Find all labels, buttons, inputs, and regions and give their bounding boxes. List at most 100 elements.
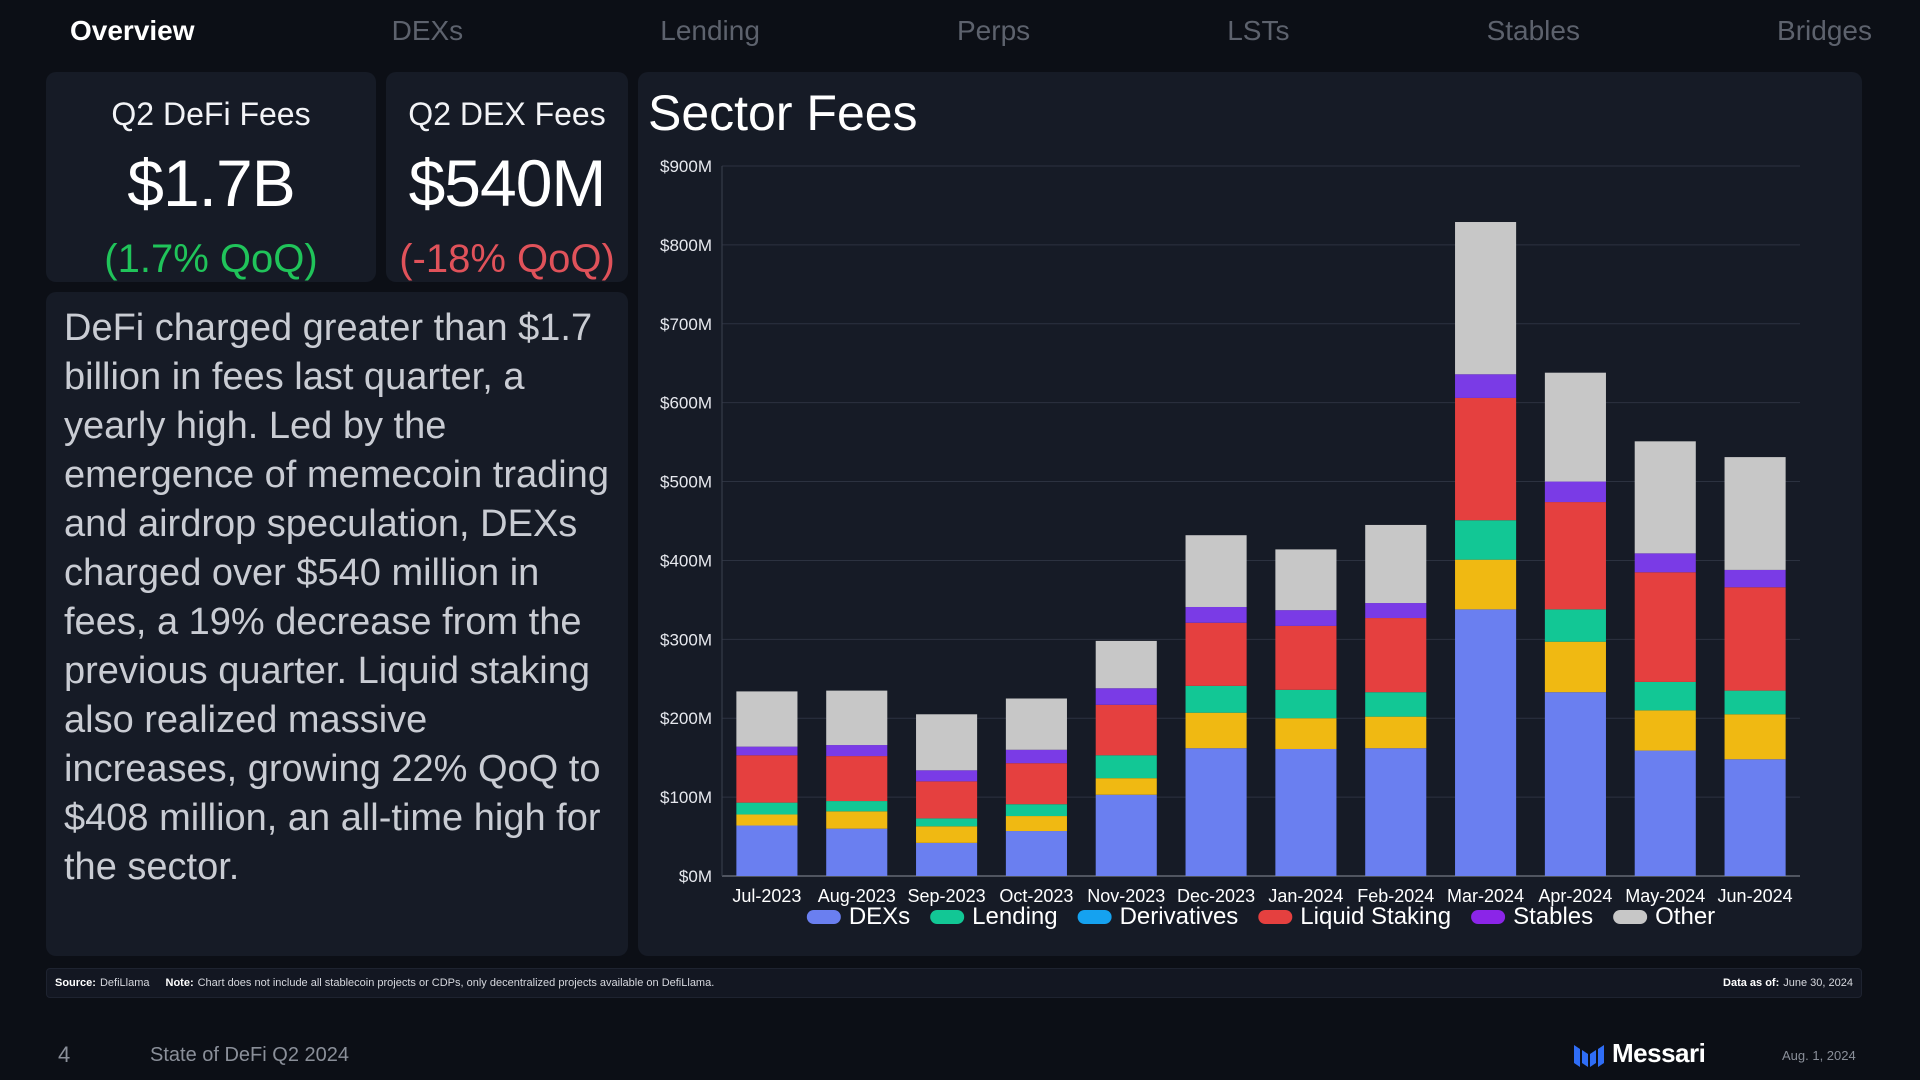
x-tick-label: Oct-2023 [999,886,1073,906]
bar-segment-stables [1275,610,1337,626]
bar-segment-liquid-staking [1005,763,1067,805]
bar-segment-stables [1365,603,1427,619]
x-tick-label: Jan-2024 [1268,886,1343,906]
bar-segment-dexs [826,828,888,876]
y-tick-label: $200M [660,709,712,728]
note-value: Chart does not include all stablecoin pr… [197,977,715,989]
x-tick-label: Apr-2024 [1538,886,1612,906]
bar-segment-derivatives [1455,559,1517,610]
bar-segment-dexs [1095,794,1157,876]
data-as-of-value: June 30, 2024 [1783,977,1853,989]
kpi-value: $540M [408,146,607,220]
kpi-card-dex-fees: Q2 DEX Fees $540M (-18% QoQ) [386,72,628,282]
bar-segment-stables [1634,553,1696,573]
bar-segment-other [1275,549,1337,611]
legend-swatch [930,910,965,924]
chart-title: Sector Fees [648,85,918,141]
bar-segment-stables [1095,688,1157,705]
y-tick-label: $800M [660,236,712,255]
bar-segment-lending [1185,685,1247,713]
bar-segment-liquid-staking [736,755,798,803]
bar-segment-stables [1544,481,1606,503]
legend-swatch [1077,910,1112,924]
messari-logo-icon [1574,1044,1604,1067]
bar-segment-stables [736,746,798,756]
source-bar: Source: DefiLlama Note: Chart does not i… [46,968,1862,998]
page-number: 4 [58,1042,71,1067]
y-tick-label: $700M [660,315,712,334]
legend-label: Derivatives [1120,903,1239,930]
bar-segment-lending [1095,755,1157,779]
bar-segment-derivatives [736,814,798,826]
bar-segment-stables [1185,606,1247,623]
bar-segment-dexs [1544,692,1606,876]
tab-overview[interactable]: Overview [70,15,195,46]
bar-segment-derivatives [1185,712,1247,749]
bar-segment-derivatives [1544,641,1606,693]
kpi-card-defi-fees: Q2 DeFi Fees $1.7B (1.7% QoQ) [46,72,376,282]
bar-segment-derivatives [826,811,888,829]
legend-label: Lending [972,903,1057,930]
bar-segment-lending [1634,681,1696,711]
data-as-of-label: Data as of: [1723,977,1780,989]
bar-segment-dexs [1005,831,1067,876]
bar-segment-liquid-staking [1095,704,1157,756]
x-tick-label: May-2024 [1625,886,1705,906]
bar-segment-lending [736,802,798,815]
tab-perps[interactable]: Perps [957,15,1031,46]
legend-swatch [1613,910,1648,924]
tab-lsts[interactable]: LSTs [1227,15,1290,46]
bar-segment-liquid-staking [1365,618,1427,693]
bar-segment-other [826,690,888,746]
bar-segment-dexs [1634,750,1696,876]
tab-lending[interactable]: Lending [660,15,760,46]
section-tabs: Overview DEXs Lending Perps LSTs Stables… [0,0,1920,62]
bar-segment-lending [1275,689,1337,719]
x-tick-label: Feb-2024 [1357,886,1434,906]
x-tick-label: Aug-2023 [818,886,896,906]
legend-label: Liquid Staking [1300,903,1451,930]
bar-segment-other [1365,524,1427,604]
bar-segment-lending [1724,690,1786,715]
bar-segment-liquid-staking [826,756,888,802]
kpi-title: Q2 DEX Fees [408,96,606,132]
y-tick-label: $0M [679,867,712,886]
x-tick-label: Nov-2023 [1087,886,1165,906]
x-tick-label: Sep-2023 [908,886,986,906]
bar-segment-other [1185,535,1247,607]
y-tick-label: $500M [660,473,712,492]
sector-fees-chart: $0M $100M $200M $300M $400M $500M $600M $700M $8… [660,157,1800,930]
summary-card: DeFi charged greater than $1.7 billion i… [46,292,628,956]
legend-swatch [1471,910,1506,924]
tab-bridges[interactable]: Bridges [1777,15,1872,46]
bar-segment-other [1724,457,1786,570]
tab-stables[interactable]: Stables [1486,15,1580,46]
bar-segment-lending [1544,609,1606,642]
bar-segment-dexs [1455,609,1517,876]
tab-dexs[interactable]: DEXs [391,15,464,46]
publish-date: Aug. 1, 2024 [1782,1048,1856,1063]
bar-segment-liquid-staking [1634,572,1696,682]
bar-segment-derivatives [1275,718,1337,749]
bar-segment-derivatives [1724,714,1786,760]
y-tick-label: $900M [660,157,712,176]
bar-segment-stables [1455,374,1517,398]
bar-segment-stables [1724,569,1786,588]
bar-segment-other [916,714,978,771]
x-tick-label: Dec-2023 [1177,886,1255,906]
bar-segment-other [1005,698,1067,750]
bar-segment-stables [916,770,978,782]
bar-segment-derivatives [1634,710,1696,751]
legend-swatch [1258,910,1293,924]
kpi-change: (-18% QoQ) [399,237,615,281]
bar-segment-other [1455,222,1517,375]
bar-segment-derivatives [1095,778,1157,795]
bar-segment-liquid-staking [1724,587,1786,691]
kpi-change: (1.7% QoQ) [104,237,318,281]
bar-segment-derivatives [1365,716,1427,749]
source-label: Source: [55,977,96,989]
bar-segment-dexs [1275,748,1337,876]
bar-segment-liquid-staking [1275,625,1337,690]
brand-logo: Messari [1574,1038,1706,1069]
chart-card: Sector Fees $0M $100M $200M $300M $400M $500M… [638,72,1862,956]
